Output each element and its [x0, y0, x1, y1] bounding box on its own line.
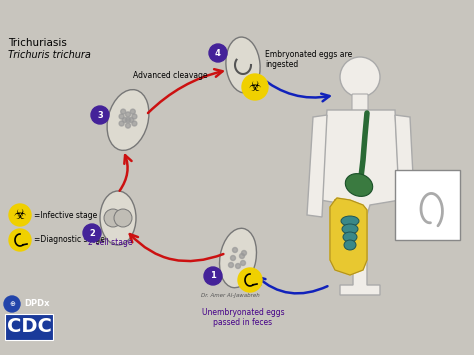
Text: =Diagnostic stage: =Diagnostic stage	[34, 235, 105, 245]
Circle shape	[240, 261, 246, 266]
Circle shape	[122, 118, 128, 122]
Circle shape	[340, 57, 380, 97]
Text: 1: 1	[210, 272, 216, 280]
Text: 2-cell stage: 2-cell stage	[88, 238, 133, 247]
Circle shape	[204, 267, 222, 285]
Ellipse shape	[343, 232, 357, 242]
Circle shape	[129, 118, 134, 122]
Text: DPDx: DPDx	[24, 300, 49, 308]
Ellipse shape	[342, 224, 358, 234]
Circle shape	[241, 251, 246, 256]
Polygon shape	[395, 115, 415, 217]
Circle shape	[91, 106, 109, 124]
Circle shape	[130, 109, 135, 114]
Circle shape	[228, 262, 234, 268]
Text: Trichuris trichura: Trichuris trichura	[8, 50, 91, 60]
Text: ☣: ☣	[249, 80, 261, 94]
Polygon shape	[320, 110, 400, 295]
Circle shape	[132, 114, 137, 119]
Circle shape	[236, 263, 240, 268]
Circle shape	[9, 204, 31, 226]
Text: Advanced cleavage: Advanced cleavage	[133, 71, 208, 80]
Circle shape	[4, 296, 20, 312]
Ellipse shape	[219, 228, 256, 288]
Circle shape	[9, 229, 31, 251]
Text: ⊕: ⊕	[9, 301, 15, 307]
FancyBboxPatch shape	[395, 170, 460, 240]
Text: 4: 4	[215, 49, 221, 58]
Text: =Infective stage: =Infective stage	[34, 211, 97, 219]
Ellipse shape	[226, 37, 260, 93]
Ellipse shape	[107, 89, 149, 151]
Ellipse shape	[346, 174, 373, 196]
Circle shape	[230, 256, 236, 261]
Circle shape	[119, 114, 124, 119]
Text: ☣: ☣	[14, 208, 26, 222]
Text: CDC: CDC	[7, 317, 52, 337]
Circle shape	[209, 44, 227, 62]
Text: Dr. Amer Al-Jawabreh: Dr. Amer Al-Jawabreh	[201, 293, 259, 297]
Circle shape	[126, 118, 130, 122]
Circle shape	[233, 247, 237, 252]
Text: 3: 3	[97, 110, 103, 120]
Circle shape	[126, 112, 130, 117]
Circle shape	[132, 121, 137, 126]
Text: 2: 2	[89, 229, 95, 237]
Circle shape	[104, 209, 122, 227]
Circle shape	[114, 209, 132, 227]
Ellipse shape	[100, 191, 136, 245]
Circle shape	[239, 253, 245, 258]
Polygon shape	[307, 115, 327, 217]
Text: Trichuriasis: Trichuriasis	[8, 38, 67, 48]
Circle shape	[242, 74, 268, 100]
Text: Unembryonated eggs
passed in feces: Unembryonated eggs passed in feces	[202, 308, 284, 327]
Circle shape	[119, 121, 124, 126]
Polygon shape	[330, 198, 367, 275]
Text: Embryonated eggs are
ingested: Embryonated eggs are ingested	[265, 50, 352, 69]
Circle shape	[83, 224, 101, 242]
Circle shape	[238, 268, 262, 292]
Circle shape	[126, 123, 130, 128]
Ellipse shape	[341, 216, 359, 226]
FancyBboxPatch shape	[5, 314, 53, 340]
Ellipse shape	[344, 240, 356, 250]
Circle shape	[121, 109, 126, 114]
FancyBboxPatch shape	[352, 94, 368, 112]
